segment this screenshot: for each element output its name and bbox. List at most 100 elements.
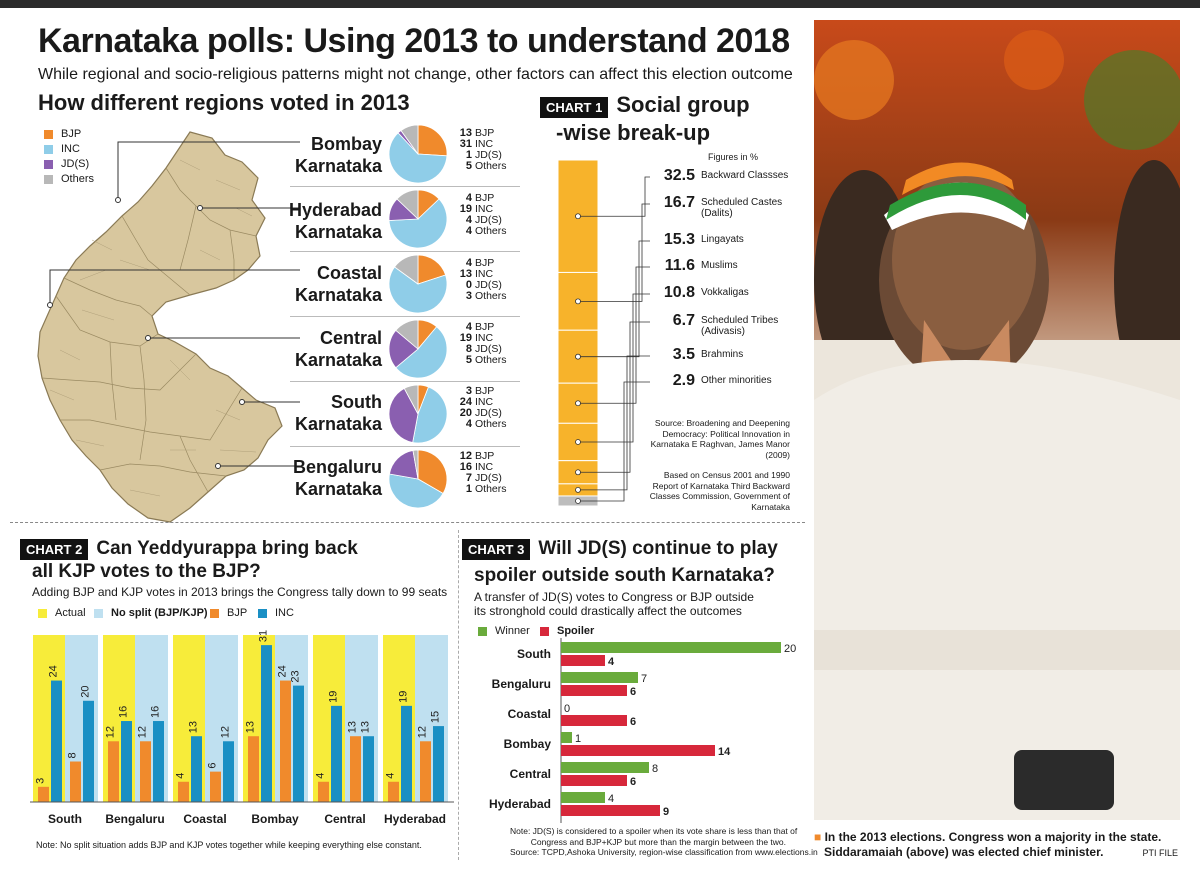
region-value-row: 4 BJP [458, 193, 507, 204]
social-group-label: Muslims [701, 260, 738, 271]
region-category-label: Hyderabad [384, 812, 446, 826]
region-value-row: 31 INC [458, 139, 507, 150]
region-value-row: 13 BJP [458, 128, 507, 139]
seat-bar [210, 771, 221, 802]
pie-slice [417, 449, 448, 495]
photo-credit: PTI FILE [1142, 848, 1178, 858]
region-category-label: Coastal [183, 812, 226, 826]
seat-bar [433, 726, 444, 802]
region-category-label: Bengaluru [492, 677, 551, 691]
spoiler-bar-label: 9 [663, 806, 669, 818]
legend-label: BJP [61, 128, 82, 140]
region-bengaluru-name: Bengaluru Karnataka [292, 457, 382, 499]
social-group-label: Scheduled Tribes (Adivasis) [701, 315, 779, 337]
legend-bjp: BJP [44, 128, 81, 140]
divider [290, 251, 520, 252]
region-party-label: INC [475, 203, 494, 215]
seat-bar-label: 12 [137, 726, 149, 738]
social-group-value: 10.8 [663, 284, 695, 301]
region-value-row: 0 JD(S) [458, 280, 507, 291]
social-group-row: 2.9 Other minorities [645, 372, 772, 390]
seat-bar-label: 12 [417, 726, 429, 738]
seat-bar-label: 4 [315, 773, 327, 779]
leader-line [578, 240, 650, 358]
winner-bar-label: 1 [575, 733, 581, 745]
region-party-label: Others [475, 483, 507, 495]
seat-bar-label: 13 [347, 721, 359, 733]
spoiler-bar [561, 745, 715, 756]
region-value-row: 4 Others [458, 226, 507, 237]
social-group-row: 15.3 Lingayats [645, 231, 744, 249]
legend-label: JD(S) [61, 158, 90, 170]
chart1-header: CHART 1 Social group [540, 92, 750, 119]
region-pie-charts [388, 124, 448, 509]
winner-bar-label: 7 [641, 673, 647, 685]
segment-marker [575, 487, 581, 493]
region-party-label: INC [475, 268, 494, 280]
region-south-name: South Karnataka [294, 392, 382, 434]
social-group-value: 32.5 [663, 167, 695, 184]
seat-bar-label: 3 [35, 778, 47, 784]
leader-line [578, 266, 650, 404]
spoiler-bar [561, 775, 627, 786]
chart3-title1: Will JD(S) continue to play [538, 538, 778, 559]
region-category-label: Central [510, 767, 551, 781]
region-category-label: Bombay [251, 812, 299, 826]
legend-label: INC [61, 143, 80, 155]
seat-bar-label: 12 [220, 726, 232, 738]
region-party-label: JD(S) [475, 343, 502, 355]
region-value-row: 19 INC [458, 333, 507, 344]
region-value: 7 [465, 472, 472, 484]
spoiler-bar-label: 6 [630, 776, 636, 788]
region-party-label: Others [475, 225, 507, 237]
region-values: 3 BJP 24 INC 20 JD(S) 4 Others [458, 386, 507, 430]
seat-bar [293, 685, 304, 802]
region-value-row: 4 BJP [458, 322, 507, 333]
seat-bar-label: 19 [398, 691, 410, 703]
chart2-title2: all KJP votes to the BJP? [32, 561, 261, 582]
chart2-bar-chart: 324820South12161216Bengaluru413612Coasta… [30, 630, 454, 826]
region-category-label: Bengaluru [105, 812, 164, 826]
region-value: 8 [465, 343, 472, 355]
region-bombay-name: Bombay Karnataka [294, 134, 382, 176]
social-group-label: Lingayats [701, 234, 744, 245]
seat-bar-label: 4 [175, 773, 187, 779]
leader-line [578, 176, 650, 217]
seat-bar [261, 645, 272, 802]
region-value-row: 8 JD(S) [458, 344, 507, 355]
pie-slice [417, 124, 448, 157]
region-party-label: JD(S) [475, 214, 502, 226]
winner-bar-label: 4 [608, 793, 614, 805]
chart2-header: CHART 2 Can Yeddyurappa bring back [20, 538, 358, 561]
social-group-label: Scheduled Castes (Dalits) [701, 197, 783, 219]
pie-slice [388, 266, 448, 314]
social-group-row: 16.7 Scheduled Castes (Dalits) [645, 194, 782, 219]
winner-bar [561, 732, 572, 743]
winner-bar [561, 642, 781, 653]
seat-bar [70, 761, 81, 802]
seat-bar-label: 13 [188, 721, 200, 733]
top-rule [0, 0, 1200, 8]
region-value: 0 [465, 279, 472, 291]
seat-bar [83, 700, 94, 802]
legend-spoiler: Spoiler [540, 625, 594, 637]
seat-bar [140, 741, 151, 802]
chart2-tag: CHART 2 [20, 539, 89, 561]
chart2-subtitle: Adding BJP and KJP votes in 2013 brings … [32, 585, 448, 599]
divider [290, 186, 520, 187]
region-value: 4 [465, 418, 472, 430]
region-value: 4 [465, 257, 472, 269]
seat-bar [223, 741, 234, 802]
pie-slice [388, 198, 448, 249]
winner-bar [561, 762, 649, 773]
legend-actual: Actual [38, 607, 86, 619]
region-category-label: South [48, 812, 82, 826]
region-value-row: 5 Others [458, 355, 507, 366]
region-category-label: Coastal [508, 707, 551, 721]
seat-bar [280, 680, 291, 802]
chart-divider [458, 530, 459, 860]
region-central-name: Central Karnataka [294, 328, 382, 370]
region-party-label: INC [475, 461, 494, 473]
region-value-row: 7 JD(S) [458, 473, 507, 484]
region-values: 4 BJP 19 INC 8 JD(S) 5 Others [458, 322, 507, 366]
